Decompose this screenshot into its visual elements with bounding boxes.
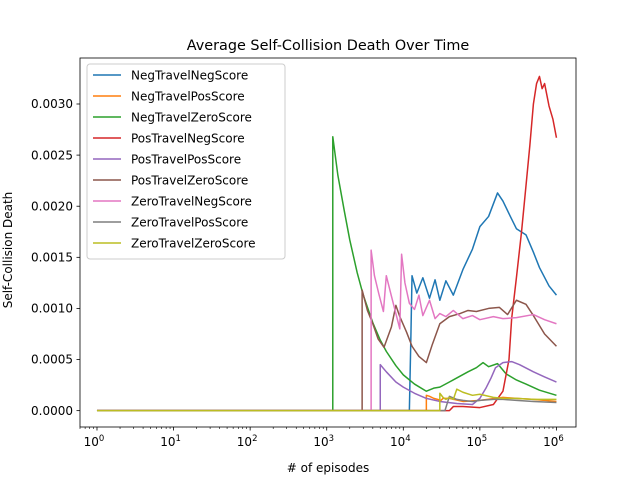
y-tick-label: 0.0025 bbox=[31, 148, 73, 162]
series-line-negtravelzeroscore bbox=[96, 135, 557, 412]
y-tick-label: 0.0000 bbox=[31, 404, 73, 418]
x-tick-label: 101 bbox=[160, 434, 181, 449]
x-axis-ticks: 100 101 102 103 104 105 106 bbox=[79, 427, 564, 449]
series-line-zerotravelzeroscore bbox=[96, 388, 557, 412]
y-axis-ticks: 0.0000 0.0005 0.0010 0.0015 0.0020 0.0025 0.00… bbox=[31, 97, 80, 418]
series-line-postravelnegscore bbox=[96, 75, 558, 412]
series-line-zerotravelnegscore bbox=[96, 249, 557, 412]
legend-label: ZeroTravelNegScore bbox=[131, 194, 252, 208]
x-axis-label: # of episodes bbox=[287, 461, 369, 475]
plot-area-frame bbox=[79, 57, 577, 428]
series-line-postravelposscore bbox=[96, 360, 557, 412]
y-tick-label: 0.0020 bbox=[31, 199, 73, 213]
legend-label: NegTravelZeroScore bbox=[131, 110, 252, 124]
x-tick-label: 103 bbox=[313, 434, 334, 449]
y-tick-label: 0.0015 bbox=[31, 251, 73, 265]
y-tick-label: 0.0005 bbox=[31, 353, 73, 367]
legend-label: PosTravelZeroScore bbox=[131, 173, 248, 187]
x-tick-label: 102 bbox=[237, 434, 258, 449]
x-tick-label: 100 bbox=[84, 434, 105, 449]
y-tick-label: 0.0030 bbox=[31, 97, 73, 111]
series-layer bbox=[96, 75, 558, 412]
series-line-negtravelnegscore bbox=[96, 192, 558, 412]
series-line-zerotravelposscore bbox=[96, 395, 557, 412]
x-tick-label: 106 bbox=[543, 434, 564, 449]
legend-label: NegTravelPosScore bbox=[131, 89, 245, 103]
legend-box bbox=[86, 63, 286, 260]
legend-label: PosTravelNegScore bbox=[131, 131, 245, 145]
x-tick-label: 104 bbox=[390, 434, 411, 449]
legend-label: ZeroTravelPosScore bbox=[131, 215, 248, 229]
legend-label: PosTravelPosScore bbox=[131, 152, 241, 166]
x-tick-label: 105 bbox=[467, 434, 488, 449]
legend-label: NegTravelNegScore bbox=[131, 68, 248, 82]
y-tick-label: 0.0010 bbox=[31, 302, 73, 316]
legend: NegTravelNegScore NegTravelPosScore NegTra… bbox=[86, 63, 286, 260]
y-axis-label: Self-Collision Death bbox=[1, 192, 15, 309]
legend-label: ZeroTravelZeroScore bbox=[131, 236, 256, 250]
chart-title: Average Self-Collision Death Over Time bbox=[187, 38, 470, 54]
series-line-postravelzeroscore bbox=[96, 289, 557, 412]
